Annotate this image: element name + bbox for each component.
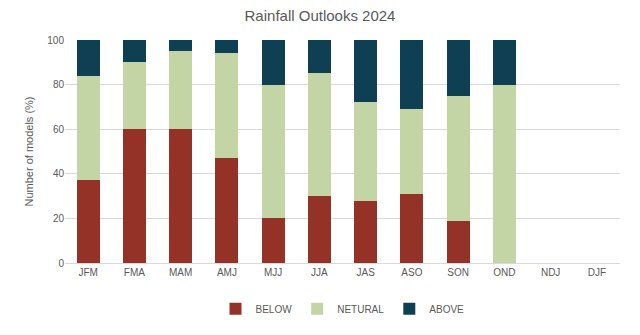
svg-text:SON: SON (447, 267, 469, 278)
svg-text:Rainfall Outlooks 2024: Rainfall Outlooks 2024 (245, 7, 396, 24)
svg-text:BELOW: BELOW (256, 304, 293, 315)
svg-text:MAM: MAM (169, 267, 192, 278)
svg-text:60: 60 (53, 124, 65, 135)
svg-text:0: 0 (58, 258, 64, 269)
svg-text:NETURAL: NETURAL (337, 304, 384, 315)
svg-text:JAS: JAS (356, 267, 375, 278)
svg-text:FMA: FMA (124, 267, 145, 278)
svg-text:JFM: JFM (78, 267, 97, 278)
svg-text:80: 80 (53, 79, 65, 90)
svg-text:MJJ: MJJ (264, 267, 282, 278)
svg-text:20: 20 (53, 213, 65, 224)
svg-text:100: 100 (47, 35, 64, 46)
svg-text:NDJ: NDJ (541, 267, 560, 278)
svg-text:OND: OND (493, 267, 515, 278)
svg-text:40: 40 (53, 168, 65, 179)
svg-text:AMJ: AMJ (217, 267, 237, 278)
svg-text:JJA: JJA (311, 267, 328, 278)
svg-text:DJF: DJF (588, 267, 606, 278)
svg-text:ABOVE: ABOVE (429, 304, 464, 315)
svg-text:ASO: ASO (401, 267, 422, 278)
svg-text:Number of models (%): Number of models (%) (23, 96, 35, 206)
